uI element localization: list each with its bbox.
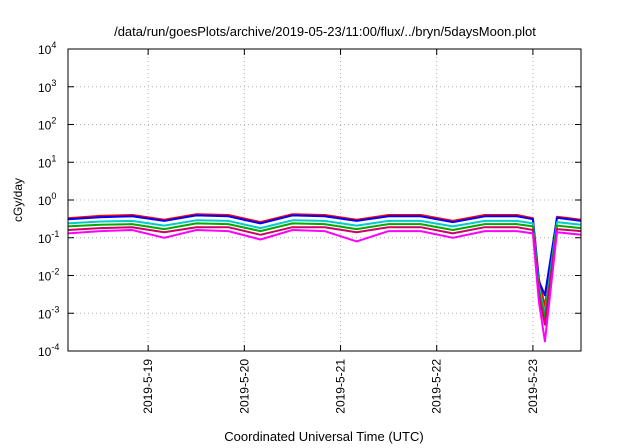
x-tick-label: 2019-5-20 (237, 359, 251, 414)
series-line (67, 229, 582, 343)
y-tick-label: 104 (38, 40, 56, 57)
x-tick-label: 2019-5-21 (334, 359, 348, 414)
series-line (67, 219, 582, 315)
plot-area (67, 213, 582, 343)
y-tick-label: 10-3 (38, 304, 59, 321)
chart-title: /data/run/goesPlots/archive/2019-05-23/1… (114, 24, 536, 39)
y-tick-label: 103 (38, 78, 56, 95)
x-axis: 2019-5-19 2019-5-20 2019-5-21 2019-5-22 2019… (141, 49, 540, 414)
y-tick-label: 101 (38, 153, 56, 170)
x-axis-label: Coordinated Universal Time (UTC) (224, 429, 423, 444)
x-tick-label: 2019-5-19 (141, 359, 155, 414)
y-axis: 10-4 10-3 10-2 10-1 100 101 102 103 104 (38, 40, 581, 359)
y-tick-label: 102 (38, 116, 56, 133)
y-tick-label: 10-1 (38, 229, 59, 246)
y-tick-label: 10-4 (38, 342, 59, 359)
y-tick-label: 10-2 (38, 267, 59, 284)
x-tick-label: 2019-5-23 (526, 359, 540, 414)
y-axis-label: cGy/day (11, 178, 25, 222)
grid (68, 49, 581, 351)
y-tick-label: 100 (38, 191, 56, 208)
x-tick-label: 2019-5-22 (430, 359, 444, 414)
